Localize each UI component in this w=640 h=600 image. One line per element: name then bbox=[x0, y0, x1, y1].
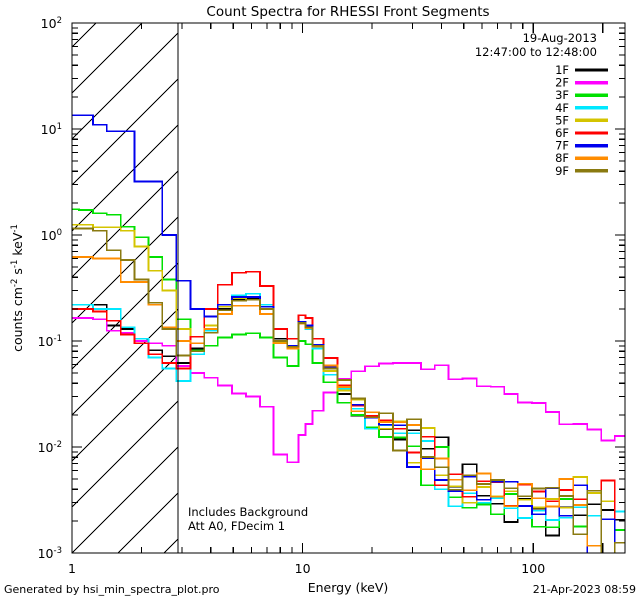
legend-label-3f: 3F bbox=[555, 88, 569, 102]
annotation-attenuator-state: Att A0, FDecim 1 bbox=[188, 519, 285, 533]
y-label-sup-2: -1 bbox=[10, 260, 20, 268]
y-label-sup-3: -1 bbox=[10, 224, 20, 232]
legend-label-9f: 9F bbox=[555, 164, 569, 178]
series-curve-4f bbox=[72, 292, 625, 521]
y-tick-label-1e0: 100 bbox=[41, 228, 62, 243]
svg-text:counts cm-2 s-1 keV-1: counts cm-2 s-1 keV-1 bbox=[10, 224, 25, 352]
y-label-part-2: s bbox=[10, 268, 25, 279]
legend-label-8f: 8F bbox=[555, 151, 569, 165]
series-curve-6f bbox=[72, 270, 616, 553]
x-tick-label-10: 10 bbox=[295, 561, 311, 576]
series-curve-5f bbox=[72, 223, 616, 553]
axis-tick-labels-group: 1 10 100 10-3 10-2 10-1 100 101 102 bbox=[38, 16, 546, 576]
y-tick-label-1e-2: 10-2 bbox=[38, 440, 62, 455]
legend-label-1f: 1F bbox=[555, 63, 569, 77]
series-curve-2f bbox=[72, 317, 625, 463]
plot-frame bbox=[71, 22, 626, 554]
y-tick-label-1e-3: 10-3 bbox=[38, 546, 62, 561]
legend-label-4f: 4F bbox=[555, 101, 569, 115]
legend-label-5f: 5F bbox=[555, 113, 569, 127]
spectra-series-group bbox=[72, 114, 625, 553]
series-curve-8f bbox=[72, 256, 616, 553]
x-axis-label: Energy (keV) bbox=[308, 580, 389, 595]
y-label-sup-1: -2 bbox=[10, 279, 20, 287]
y-label-part-3: keV bbox=[10, 232, 25, 259]
legend-label-7f: 7F bbox=[555, 139, 569, 153]
y-tick-label-1e2: 102 bbox=[41, 16, 62, 31]
legend-label-6f: 6F bbox=[555, 126, 569, 140]
y-tick-label-1e1: 101 bbox=[41, 122, 62, 137]
observation-date: 19-Aug-2013 bbox=[523, 31, 597, 45]
y-tick-label-1e-1: 10-1 bbox=[38, 334, 62, 349]
annotation-includes-background: Includes Background bbox=[188, 505, 308, 519]
page-title: Count Spectra for RHESSI Front Segments bbox=[206, 4, 489, 20]
observation-time-range: 12:47:00 to 12:48:00 bbox=[475, 45, 597, 59]
x-tick-label-1: 1 bbox=[68, 561, 76, 576]
excluded-energy-hatch-region bbox=[72, 23, 178, 553]
footer-timestamp: 21-Apr-2023 08:59 bbox=[533, 583, 636, 596]
axis-ticks-group bbox=[71, 22, 625, 554]
series-curve-1f bbox=[72, 297, 625, 537]
y-axis-label: counts cm-2 s-1 keV-1 bbox=[10, 224, 25, 352]
x-tick-label-100: 100 bbox=[521, 561, 545, 576]
legend-label-2f: 2F bbox=[555, 76, 569, 90]
footer-generator: Generated by hsi_min_spectra_plot.pro bbox=[4, 583, 220, 596]
y-label-part-1: counts cm bbox=[10, 287, 25, 352]
series-curve-9f bbox=[72, 227, 625, 553]
